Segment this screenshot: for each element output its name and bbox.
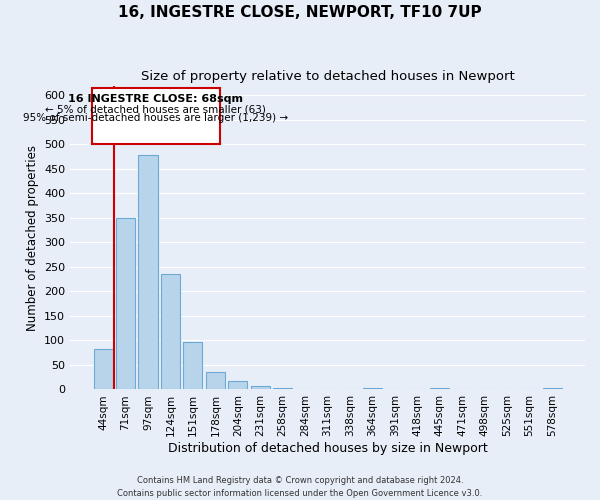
- Y-axis label: Number of detached properties: Number of detached properties: [26, 144, 38, 330]
- Bar: [139, 155, 158, 390]
- Bar: [94, 349, 113, 390]
- Bar: [116, 218, 135, 390]
- Text: 95% of semi-detached houses are larger (1,239) →: 95% of semi-detached houses are larger (…: [23, 114, 289, 124]
- X-axis label: Distribution of detached houses by size in Newport: Distribution of detached houses by size …: [168, 442, 487, 455]
- Bar: [251, 386, 270, 390]
- Title: Size of property relative to detached houses in Newport: Size of property relative to detached ho…: [141, 70, 514, 83]
- Bar: [363, 388, 382, 390]
- Bar: [184, 342, 202, 390]
- Bar: [161, 274, 180, 390]
- Bar: [542, 388, 562, 390]
- Text: ← 5% of detached houses are smaller (63): ← 5% of detached houses are smaller (63): [46, 104, 266, 114]
- Bar: [92, 88, 220, 144]
- Text: 16, INGESTRE CLOSE, NEWPORT, TF10 7UP: 16, INGESTRE CLOSE, NEWPORT, TF10 7UP: [118, 5, 482, 20]
- Bar: [273, 388, 292, 390]
- Text: 16 INGESTRE CLOSE: 68sqm: 16 INGESTRE CLOSE: 68sqm: [68, 94, 244, 104]
- Bar: [206, 372, 225, 390]
- Text: Contains HM Land Registry data © Crown copyright and database right 2024.
Contai: Contains HM Land Registry data © Crown c…: [118, 476, 482, 498]
- Bar: [430, 388, 449, 390]
- Bar: [228, 380, 247, 390]
